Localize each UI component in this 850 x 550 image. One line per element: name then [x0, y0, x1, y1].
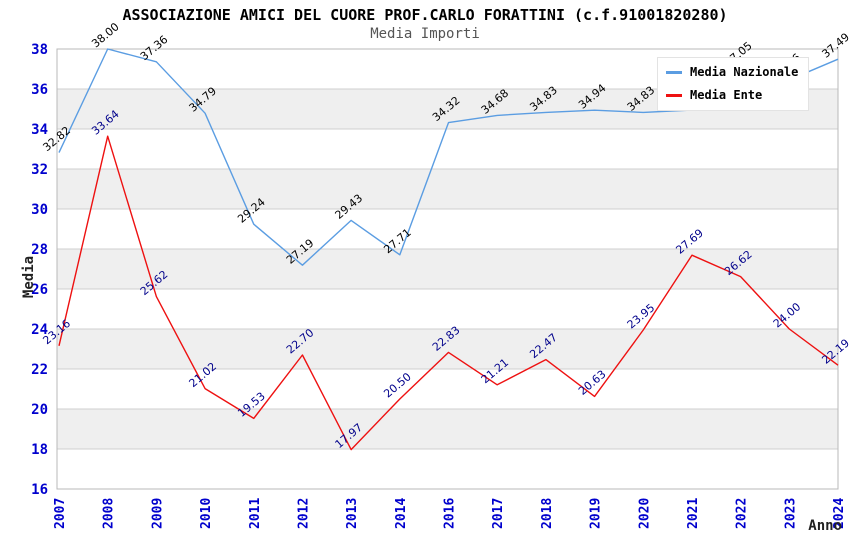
x-tick-label: 2007	[53, 498, 68, 529]
x-tick-label: 2009	[150, 498, 165, 529]
y-tick-label: 16	[31, 482, 48, 498]
y-tick-label: 28	[31, 242, 48, 258]
y-axis-title: Media	[21, 256, 37, 298]
media-ente-line-swatch	[666, 93, 682, 97]
x-tick-label: 2022	[735, 498, 750, 529]
y-tick-label: 26	[31, 282, 48, 298]
series-line-media-ente	[58, 135, 839, 451]
legend: Media Nazionale Media Ente	[657, 57, 809, 111]
x-tick-label: 2012	[296, 498, 311, 529]
x-tick-label: 2023	[783, 498, 798, 529]
x-tick-label: 2019	[589, 498, 604, 529]
x-tick-label: 2011	[248, 498, 263, 529]
y-tick-label: 20	[31, 402, 48, 418]
chart-title: ASSOCIAZIONE AMICI DEL CUORE PROF.CARLO …	[122, 6, 728, 24]
y-tick-label: 18	[31, 442, 48, 458]
x-tick-label: 2020	[637, 498, 652, 529]
plot-band	[57, 329, 838, 369]
x-tick-label: 2018	[540, 498, 555, 529]
legend-item-media-nazionale: Media Nazionale	[666, 65, 800, 79]
legend-item-media-ente: Media Ente	[666, 88, 800, 102]
data-point-label: 37.49	[820, 30, 850, 60]
legend-label-media-ente: Media Ente	[690, 88, 763, 102]
x-tick-label: 2014	[394, 498, 409, 529]
plot-band	[57, 169, 838, 209]
y-tick-label: 30	[31, 202, 48, 218]
y-tick-label: 34	[31, 122, 48, 138]
data-point-label: 20.50	[381, 370, 413, 400]
plot-border	[56, 48, 839, 490]
y-tick-label: 32	[31, 162, 48, 178]
x-tick-label: 2024	[832, 498, 847, 529]
x-tick-label: 2010	[199, 498, 214, 529]
plot-band	[57, 409, 838, 449]
x-tick-label: 2021	[686, 498, 701, 529]
legend-label-media-nazionale: Media Nazionale	[690, 65, 799, 79]
data-point-label: 37.36	[138, 33, 170, 63]
y-tick-label: 24	[31, 322, 48, 338]
x-tick-label: 2008	[102, 498, 117, 529]
plot-band	[57, 249, 838, 289]
x-tick-label: 2013	[345, 498, 360, 529]
data-point-label: 20.63	[576, 368, 608, 398]
x-axis-title: Anno	[808, 518, 842, 534]
media-nazionale-line-swatch	[666, 70, 682, 74]
y-tick-label: 38	[31, 42, 48, 58]
y-tick-label: 22	[31, 362, 48, 378]
x-tick-label: 2017	[491, 498, 506, 529]
data-point-label: 38.00	[89, 20, 121, 50]
x-tick-label: 2016	[443, 498, 458, 529]
y-tick-label: 36	[31, 82, 48, 98]
chart-subtitle: Media Importi	[370, 26, 480, 42]
